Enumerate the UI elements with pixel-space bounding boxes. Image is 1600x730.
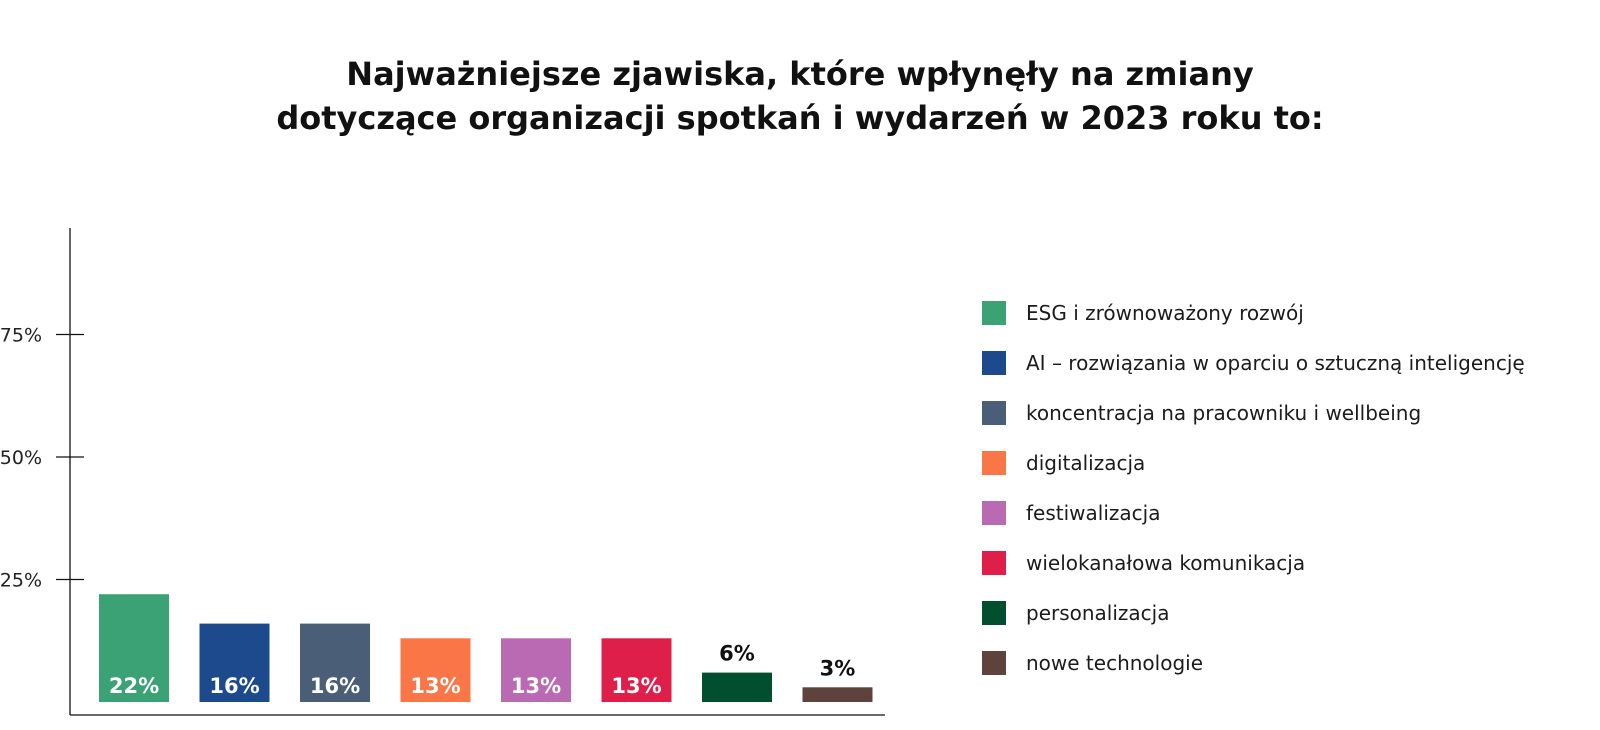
legend-item: AI – rozwiązania w oparciu o sztuczną in… (982, 338, 1525, 388)
legend-label: AI – rozwiązania w oparciu o sztuczną in… (1026, 351, 1525, 375)
legend-swatch (982, 301, 1006, 325)
chart-title-line-2: dotyczące organizacji spotkań i wydarzeń… (276, 99, 1324, 137)
bar-value-label: 6% (719, 642, 755, 666)
legend-item: festiwalizacja (982, 488, 1525, 538)
legend-label: nowe technologie (1026, 651, 1204, 675)
legend-label: festiwalizacja (1026, 501, 1161, 525)
bar (300, 623, 370, 702)
legend-item: nowe technologie (982, 638, 1525, 688)
legend-label: ESG i zrównoważony rozwój (1026, 301, 1304, 325)
bar (199, 623, 270, 702)
legend-swatch (982, 451, 1006, 475)
legend-swatch (982, 551, 1006, 575)
bar-value-label: 16% (310, 674, 360, 698)
bar-value-label: 13% (410, 674, 460, 698)
legend-label: personalizacja (1026, 601, 1170, 625)
legend: ESG i zrównoważony rozwój AI – rozwiązani… (982, 288, 1525, 688)
y-tick-label: 50% (0, 447, 42, 469)
legend-item: ESG i zrównoważony rozwój (982, 288, 1525, 338)
legend-swatch (982, 351, 1006, 375)
legend-item: personalizacja (982, 588, 1525, 638)
legend-label: koncentracja na pracowniku i wellbeing (1026, 401, 1422, 425)
legend-swatch (982, 601, 1006, 625)
legend-swatch (982, 651, 1006, 675)
bar (400, 638, 471, 702)
bar-value-label: 13% (511, 674, 561, 698)
legend-swatch (982, 501, 1006, 525)
bar (702, 672, 772, 702)
legend-item: digitalizacja (982, 438, 1525, 488)
legend-item: wielokanałowa komunikacja (982, 538, 1525, 588)
bar-value-label: 13% (611, 674, 661, 698)
bar (99, 594, 169, 702)
bar-value-label: 16% (209, 674, 259, 698)
y-tick-label: 75% (0, 325, 42, 347)
bar-value-label: 22% (109, 674, 159, 698)
bar (601, 638, 672, 702)
bar (802, 687, 873, 702)
legend-label: wielokanałowa komunikacja (1026, 551, 1306, 575)
y-tick-label: 25% (0, 570, 42, 592)
bar-value-label: 3% (820, 656, 856, 680)
legend-swatch (982, 401, 1006, 425)
bar (501, 638, 571, 702)
legend-label: digitalizacja (1026, 451, 1146, 475)
chart-title-line-1: Najważniejsze zjawiska, które wpłynęły n… (346, 55, 1254, 93)
chart-title: Najważniejsze zjawiska, które wpłynęły n… (0, 52, 1600, 140)
legend-item: koncentracja na pracowniku i wellbeing (982, 388, 1525, 438)
